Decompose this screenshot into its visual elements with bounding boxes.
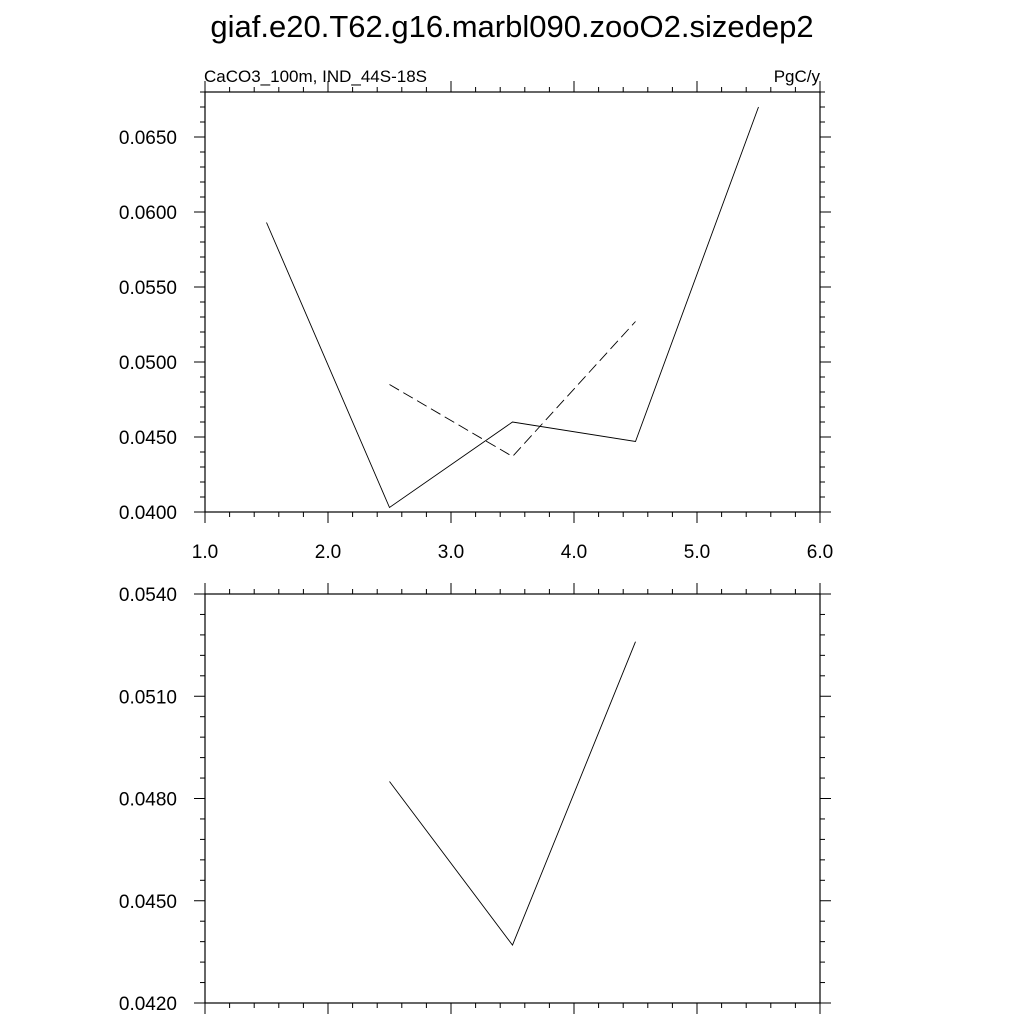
y-tick-label: 0.0450 xyxy=(119,428,177,449)
x-tick-label: 1.0 xyxy=(192,542,218,563)
x-tick-label: 5.0 xyxy=(684,542,710,563)
y-tick-label: 0.0650 xyxy=(119,128,177,149)
plot-frame xyxy=(204,91,821,513)
y-tick-label: 0.0600 xyxy=(119,203,177,224)
y-tick-label: 0.0400 xyxy=(119,503,177,524)
y-tick-label: 0.0510 xyxy=(119,687,177,708)
y-tick-label: 0.0480 xyxy=(119,790,177,811)
top-panel-units-label: PgC/y xyxy=(774,67,821,86)
x-tick-label: 4.0 xyxy=(561,542,587,563)
x-tick-label: 3.0 xyxy=(438,542,464,563)
series-line-solid xyxy=(389,641,636,947)
y-tick-label: 0.0550 xyxy=(119,278,177,299)
series-line-dashed xyxy=(389,321,636,458)
top-panel: CaCO3_100m, IND_44S-18S PgC/y 1.0 2.0 3.0 4… xyxy=(119,67,833,563)
y-tick-label: 0.0450 xyxy=(119,892,177,913)
top-panel-left-label: CaCO3_100m, IND_44S-18S xyxy=(204,67,427,86)
plot-frame xyxy=(204,593,821,1004)
y-tick-label: 0.0540 xyxy=(119,585,177,606)
chart-title: giaf.e20.T62.g16.marbl090.zooO2.sizedep2 xyxy=(210,9,813,44)
series-line-solid xyxy=(266,106,759,509)
y-tick-label: 0.0500 xyxy=(119,353,177,374)
x-tick-label: 2.0 xyxy=(315,542,341,563)
bottom-panel: 0.0420 0.0450 0.0480 0.0510 0.0540 xyxy=(119,583,831,1015)
y-tick-label: 0.0420 xyxy=(119,994,177,1015)
x-tick-label: 6.0 xyxy=(807,542,833,563)
